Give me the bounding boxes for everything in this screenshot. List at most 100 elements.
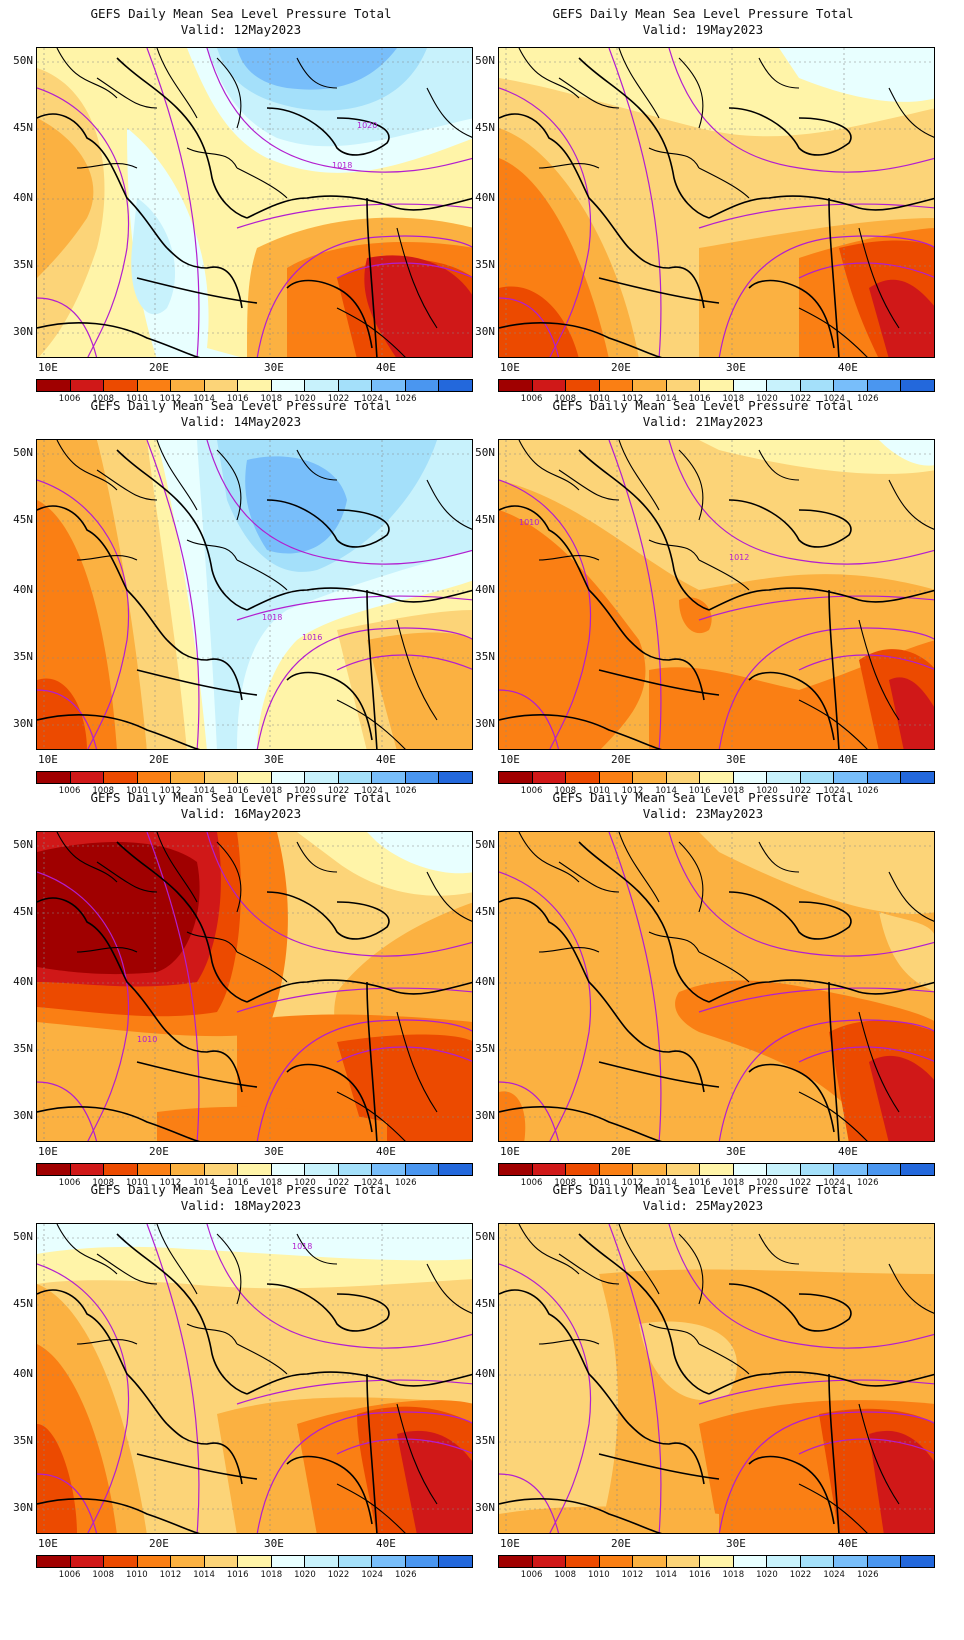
coastline [728,107,852,156]
colorbar-swatch [633,1556,667,1567]
coastline [748,1063,835,1133]
colorbar-label: 1024 [823,1570,845,1580]
country-border [538,555,600,561]
colorbar-label: 1010 [588,1570,610,1580]
country-border [648,931,700,953]
isobar-line [37,87,130,357]
isobar-line [336,1438,472,1455]
country-border [76,163,138,169]
coastline [628,1031,705,1093]
colorbar-label: 1026 [394,786,417,796]
colorbar [36,771,473,784]
colorbar-label: 1010 [588,394,610,404]
country-border [798,1091,868,1141]
colorbar-swatch [867,1164,902,1175]
colorbar-label: 1020 [294,394,316,404]
latitude-label: 40N [13,583,33,596]
isobar-line [668,1224,934,1349]
colorbar-swatch [338,772,373,783]
colorbar-label: 1014 [655,394,677,404]
country-border [648,539,700,561]
colorbar-swatch [834,380,868,391]
country-border [888,479,934,530]
country-border [186,147,238,169]
colorbar-swatch [204,1164,239,1175]
colorbar-label: 1012 [159,1178,182,1188]
colorbar-swatch [700,1164,734,1175]
coastline [166,1031,243,1093]
colorbar-label: 1026 [856,1570,879,1580]
country-border [558,1253,620,1285]
colorbar-label: 1010 [588,786,610,796]
latitude-label: 50N [475,54,495,67]
pressure-band [237,48,397,90]
country-border [96,77,158,109]
country-border [678,57,704,129]
isobar-line [698,595,934,621]
colorbar-label: 1006 [58,1570,81,1580]
isobar-line [236,987,472,1013]
colorbar-swatch [204,1556,239,1567]
colorbar-label: 1010 [588,1178,610,1188]
colorbar-swatch [238,772,272,783]
country-border [758,449,800,481]
coastline [166,639,243,701]
panel-valid-date: Valid: 19May2023 [642,22,764,37]
isobar-line [499,87,592,357]
isobar-label: 1010 [519,518,539,527]
colorbar [498,379,935,392]
latitude-label: 50N [475,838,495,851]
panel-title: GEFS Daily Mean Sea Level Pressure Total [90,6,392,21]
colorbar-swatch [204,380,239,391]
colorbar-label: 1020 [756,394,778,404]
country-border [296,841,338,873]
colorbar-swatch [499,772,533,783]
colorbar-swatch [70,1164,105,1175]
coastline [598,277,720,304]
country-border [518,832,580,883]
country-border [798,1483,868,1533]
coastline [246,195,472,219]
country-border [236,1343,288,1375]
map-panel: GEFS Daily Mean Sea Level Pressure Total… [462,0,944,410]
colorbar-label: 1026 [856,1178,879,1188]
colorbar-label: 1026 [394,1570,417,1580]
colorbar-swatch [305,1556,339,1567]
isobar-line [698,1379,934,1405]
coastline [499,1106,663,1141]
country-border [698,559,750,591]
colorbar-swatch [70,1556,105,1567]
coastline [266,1283,390,1332]
colorbar-label: 1008 [92,1570,115,1580]
isobar-line [37,297,98,357]
pressure-map-svg: 1010 [37,832,472,1141]
map-panel: GEFS Daily Mean Sea Level Pressure Total… [462,1176,944,1586]
coastline [628,1423,705,1485]
panel-title: GEFS Daily Mean Sea Level Pressure Total [90,790,392,805]
longitude-label: 20E [611,1537,631,1550]
coastline [246,979,472,1003]
coastline [136,1453,258,1480]
coastline [116,449,248,611]
coastline [286,671,373,741]
colorbar-swatch [566,1556,600,1567]
longitude-label: 20E [149,361,169,374]
colorbar-swatch [372,1164,406,1175]
coastline [828,589,840,749]
isobar-line [718,1411,934,1533]
colorbar-label: 1020 [756,1570,778,1580]
panel-valid-date: Valid: 25May2023 [642,1198,764,1213]
isobar-line [499,1473,560,1533]
coastline [366,197,378,357]
coastline [366,981,378,1141]
isobar-line [37,1263,130,1533]
map-panel: GEFS Daily Mean Sea Level Pressure Total… [462,392,944,802]
latitude-label: 30N [475,1109,495,1122]
pressure-map-svg: 1018 [37,1224,472,1533]
colorbar-swatch [599,1164,634,1175]
pressure-map-svg [499,1224,934,1533]
coastline [748,1455,835,1525]
colorbar-swatch [305,1164,339,1175]
isobar-line [256,235,472,357]
country-border [236,167,288,199]
